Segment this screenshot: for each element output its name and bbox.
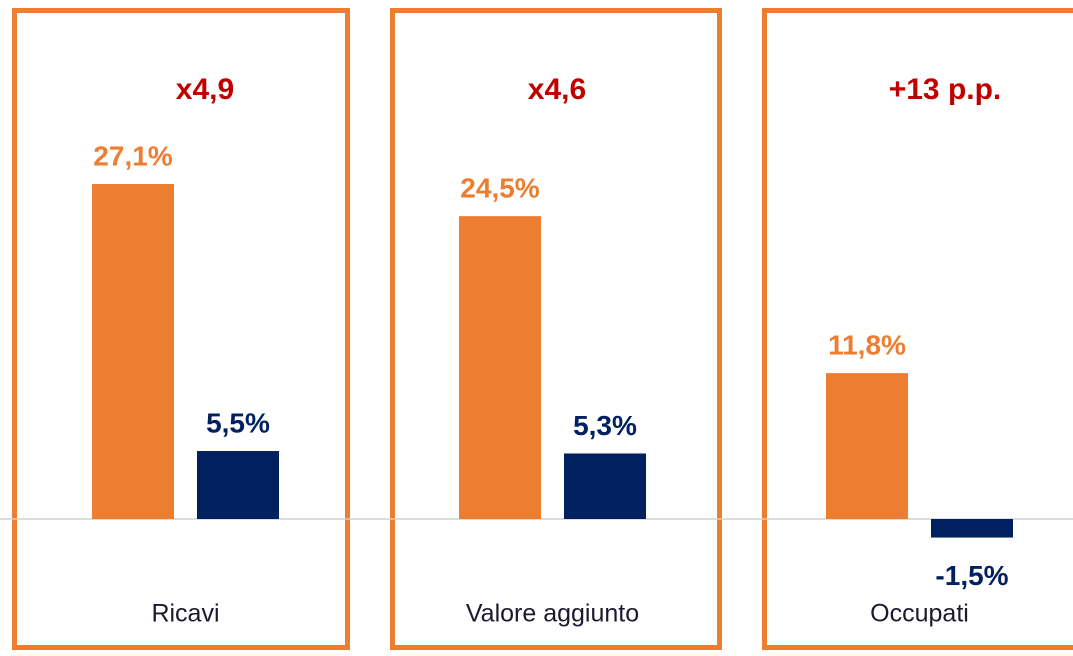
value-label: 27,1% [93, 140, 172, 171]
value-label: -1,5% [935, 560, 1008, 591]
value-label: 24,5% [460, 173, 539, 204]
annotation: +13 p.p. [889, 73, 1002, 106]
bar [197, 451, 279, 519]
category-label: Ricavi [151, 600, 219, 628]
panel-frame [762, 8, 1073, 650]
bar [826, 373, 908, 519]
category-label: Valore aggiunto [466, 600, 639, 628]
bar [459, 216, 541, 519]
bar [931, 519, 1013, 538]
panel-frame [390, 8, 722, 650]
bar [92, 184, 174, 519]
value-label: 11,8% [828, 330, 906, 361]
annotation: x4,9 [176, 73, 234, 106]
annotation: x4,6 [528, 73, 586, 106]
category-label: Occupati [870, 600, 969, 628]
value-label: 5,3% [573, 410, 637, 441]
bar [564, 453, 646, 519]
value-label: 5,5% [206, 407, 270, 438]
panel-frame [12, 8, 350, 650]
